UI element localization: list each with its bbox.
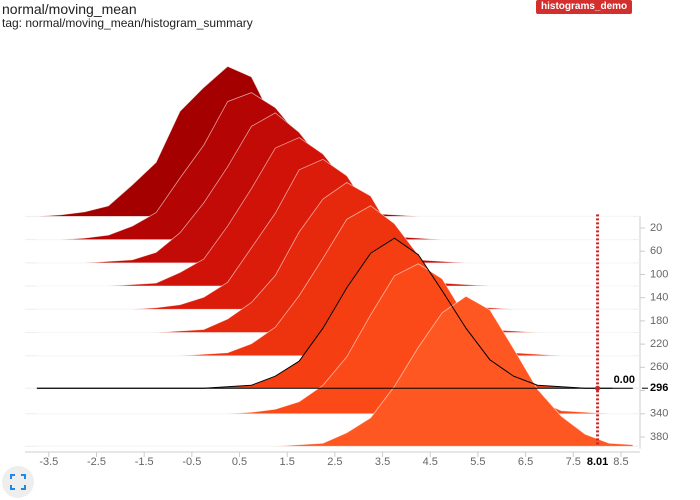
y-tick-label: 60 xyxy=(650,245,662,257)
histogram-ridge xyxy=(36,295,634,447)
x-tick-label: 5.5 xyxy=(470,456,485,468)
x-tick-label: -1.5 xyxy=(135,456,154,468)
x-tick-label: 4.5 xyxy=(423,456,438,468)
hover-value: 0.00 xyxy=(614,374,635,386)
y-tick-label: 180 xyxy=(650,315,668,327)
hover-step-bg xyxy=(646,381,672,396)
tag: tag: normal/moving_mean/histogram_summar… xyxy=(2,16,253,30)
y-tick-label: 140 xyxy=(650,292,668,304)
x-tick-label: 2.5 xyxy=(327,456,342,468)
y-tick-label: 380 xyxy=(650,431,668,443)
y-tick-label: 220 xyxy=(650,338,668,350)
y-tick-label: 340 xyxy=(650,408,668,420)
x-tick-label: -0.5 xyxy=(182,456,201,468)
x-tick-label: -2.5 xyxy=(87,456,106,468)
x-tick-label: 1.5 xyxy=(280,456,295,468)
x-tick-label: 8.5 xyxy=(613,456,628,468)
x-tick-label: 7.5 xyxy=(566,456,581,468)
title: normal/moving_mean xyxy=(2,1,137,17)
hover-x-label: 8.01 xyxy=(587,456,608,468)
y-tick-label: 100 xyxy=(650,268,668,280)
expand-button[interactable] xyxy=(2,466,34,498)
x-tick-label: 0.5 xyxy=(232,456,247,468)
hover-step-label: 296 xyxy=(650,382,668,394)
x-tick-label: 6.5 xyxy=(518,456,533,468)
y-tick-label: 260 xyxy=(650,361,668,373)
y-tick-label: 20 xyxy=(650,222,662,234)
x-tick-label: 3.5 xyxy=(375,456,390,468)
x-tick-label: -3.5 xyxy=(39,456,58,468)
hover-point xyxy=(595,385,601,391)
run-badge: histograms_demo xyxy=(536,0,633,14)
histogram-ridge xyxy=(36,205,633,357)
expand-icon xyxy=(10,474,26,490)
hover-x-bg xyxy=(581,455,614,469)
